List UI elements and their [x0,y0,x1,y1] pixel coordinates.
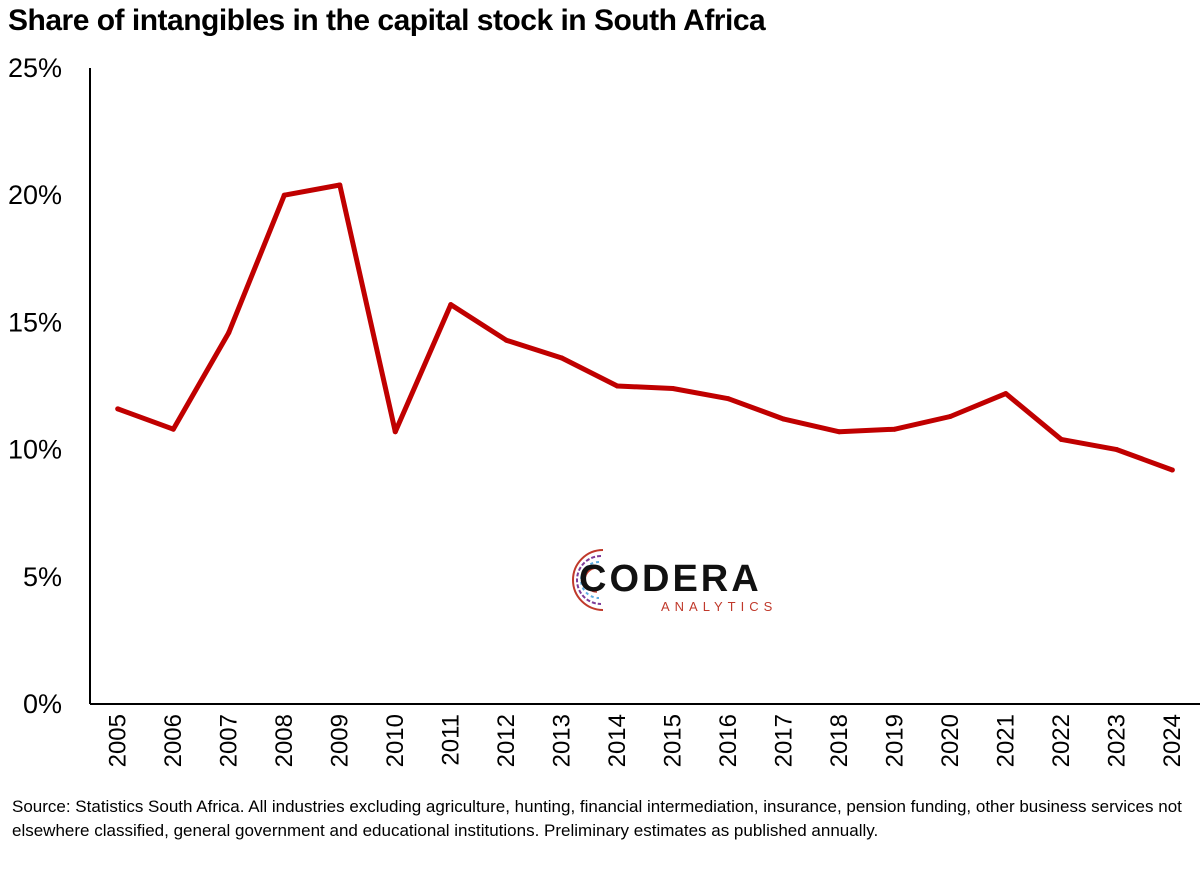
data-point [892,426,898,432]
series-group [115,182,1175,473]
logo-tagline: ANALYTICS [661,599,778,614]
data-point [226,330,232,336]
x-tick-label: 2010 [382,714,409,767]
x-tick-label: 2014 [604,714,631,767]
data-point [281,192,287,198]
data-point [725,396,731,402]
y-tick-label: 20% [8,180,62,210]
x-tick-label: 2009 [326,714,353,767]
x-tick-label: 2024 [1159,714,1186,767]
x-tick-label: 2013 [548,714,575,767]
y-tick-label: 25% [8,53,62,83]
x-tick-label: 2020 [937,714,964,767]
x-tick-label: 2016 [715,714,742,767]
x-tick-label: 2012 [493,714,520,767]
x-tick-label: 2008 [271,714,298,767]
data-point [448,302,454,308]
y-tick-label: 15% [8,307,62,337]
x-tick-label: 2007 [215,714,242,767]
data-point [1058,436,1064,442]
y-axis-ticks: 0% 5% 10% 15% 20% 25% [8,53,62,719]
x-axis-ticks: 2005 2006 2007 2008 2009 2010 2011 2012 2013 2014… [104,714,1186,767]
x-tick-label: 2011 [437,714,464,766]
x-tick-label: 2006 [160,714,187,767]
data-point [836,429,842,435]
codera-logo: CODERA ANALYTICS [555,540,795,620]
data-point [392,429,398,435]
axes [89,68,1200,705]
data-point [1169,467,1175,473]
x-tick-label: 2005 [104,714,131,767]
x-tick-label: 2017 [770,714,797,767]
x-tick-label: 2018 [826,714,853,767]
source-note: Source: Statistics South Africa. All ind… [12,797,1182,840]
data-point [559,355,565,361]
series-line [115,182,1175,473]
chart-title: Share of intangibles in the capital stoc… [8,4,766,37]
y-tick-label: 0% [23,689,62,719]
data-point [947,414,953,420]
logo-name: CODERA [579,558,762,600]
data-point [1003,391,1009,397]
data-point [1114,447,1120,453]
data-point [614,383,620,389]
x-tick-label: 2015 [659,714,686,767]
x-tick-label: 2021 [992,714,1019,767]
y-tick-label: 5% [23,562,62,592]
data-point [781,416,787,422]
data-point [115,406,121,412]
x-tick-label: 2019 [881,714,908,767]
y-tick-label: 10% [8,435,62,465]
circuit-c-icon [572,549,604,611]
data-point [337,182,343,188]
data-point [503,337,509,343]
x-tick-label: 2023 [1103,714,1130,767]
data-point [170,426,176,432]
x-tick-label: 2022 [1048,714,1075,767]
data-point [670,386,676,392]
